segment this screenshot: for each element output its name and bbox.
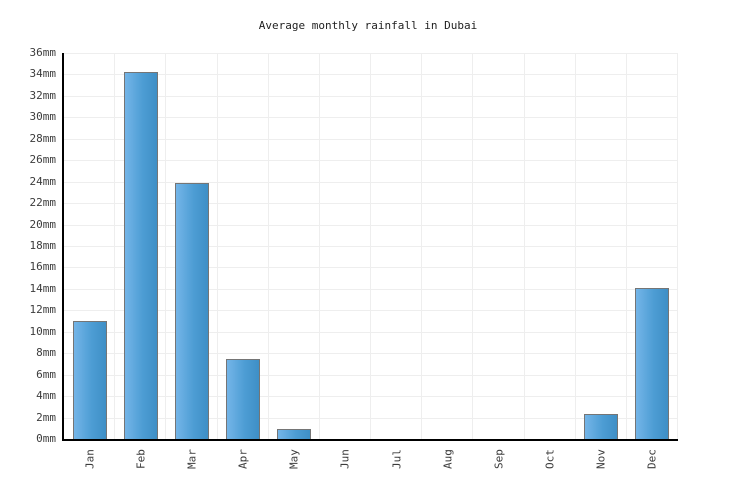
y-tick-label-36mm: 36mm <box>29 46 57 59</box>
horizontal-gridline <box>64 353 678 355</box>
y-tick-label-18mm: 18mm <box>29 239 57 252</box>
y-tick-label-4mm: 4mm <box>36 389 56 403</box>
horizontal-gridline <box>64 396 678 398</box>
bar-jan[interactable] <box>72 321 107 439</box>
y-tick-label-16mm: 16mm <box>29 260 57 274</box>
x-tick-label-jun: Jun <box>338 449 352 469</box>
vertical-gridline <box>421 53 423 439</box>
horizontal-gridline <box>64 310 678 312</box>
horizontal-gridline <box>64 417 678 419</box>
vertical-gridline <box>523 53 525 439</box>
y-tick-label-28mm: 28mm <box>29 131 57 145</box>
vertical-gridline <box>677 53 678 439</box>
y-tick-label-30mm: 30mm <box>29 110 57 124</box>
horizontal-gridline <box>64 246 678 247</box>
x-tick-label-jul: Jul <box>390 449 404 469</box>
vertical-gridline <box>625 53 627 439</box>
x-tick-label-mar: Mar <box>185 449 199 469</box>
x-tick-label-oct: Oct <box>543 449 557 469</box>
vertical-gridline <box>267 53 269 439</box>
x-tick-label-may: May <box>287 449 301 469</box>
horizontal-gridline <box>64 267 678 269</box>
y-tick-label-6mm: 6mm <box>36 367 56 381</box>
y-tick-label-34mm: 34mm <box>29 67 57 81</box>
x-tick-label-apr: Apr <box>236 449 250 469</box>
horizontal-gridline <box>64 160 678 162</box>
x-tick-label-feb: Feb <box>134 449 148 469</box>
horizontal-gridline <box>64 53 678 54</box>
horizontal-gridline <box>64 331 678 333</box>
x-tick-label-nov: Nov <box>594 449 608 469</box>
horizontal-gridline <box>64 95 678 97</box>
vertical-gridline <box>165 53 167 439</box>
bar-feb[interactable] <box>123 72 158 439</box>
chart-title: Average monthly rainfall in Dubai <box>258 19 478 32</box>
y-tick-label-32mm: 32mm <box>29 88 57 102</box>
y-tick-label-14mm: 14mm <box>29 281 57 295</box>
bar-mar[interactable] <box>174 182 209 439</box>
vertical-gridline <box>216 53 218 439</box>
x-tick-label-dec: Dec <box>645 449 659 469</box>
horizontal-gridline <box>64 181 678 183</box>
x-tick-label-sep: Sep <box>492 449 506 469</box>
vertical-gridline <box>114 53 116 439</box>
y-tick-label-24mm: 24mm <box>29 174 57 188</box>
gridlines-layer <box>64 53 678 439</box>
vertical-gridline <box>574 53 576 439</box>
bar-may[interactable] <box>277 429 312 439</box>
horizontal-gridline <box>64 138 678 140</box>
horizontal-gridline <box>64 203 678 205</box>
bar-dec[interactable] <box>635 287 670 439</box>
bar-apr[interactable] <box>226 358 261 439</box>
y-tick-label-22mm: 22mm <box>29 196 57 210</box>
vertical-gridline <box>370 53 371 439</box>
y-tick-label-10mm: 10mm <box>29 324 57 338</box>
horizontal-gridline <box>64 117 678 119</box>
horizontal-gridline <box>64 374 678 376</box>
y-tick-label-12mm: 12mm <box>29 303 57 317</box>
bars-layer <box>64 53 678 439</box>
y-tick-label-2mm: 2mm <box>36 410 56 424</box>
horizontal-gridline <box>64 224 678 226</box>
y-tick-label-8mm: 8mm <box>36 346 56 360</box>
plot-area <box>62 53 678 441</box>
horizontal-gridline <box>64 288 678 290</box>
y-tick-label-26mm: 26mm <box>29 153 57 167</box>
y-tick-label-0mm: 0mm <box>36 432 56 445</box>
x-tick-label-aug: Aug <box>441 449 455 469</box>
vertical-gridline <box>318 53 320 439</box>
vertical-gridline <box>472 53 474 439</box>
y-tick-label-20mm: 20mm <box>29 217 57 231</box>
bar-nov[interactable] <box>584 414 619 439</box>
horizontal-gridline <box>64 74 678 76</box>
x-tick-label-jan: Jan <box>83 449 97 469</box>
